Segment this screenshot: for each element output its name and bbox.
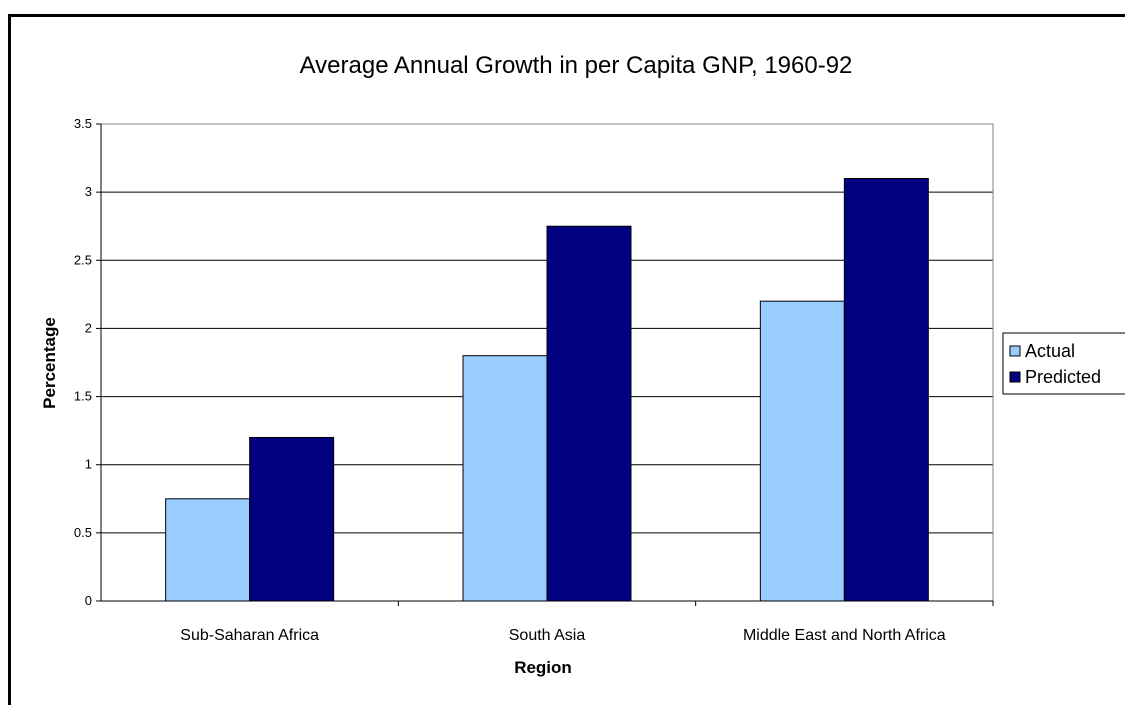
- y-tick-labels: 0 0.5 1 1.5 2 2.5 3 3.5: [74, 116, 101, 608]
- bar-predicted-1: [546, 225, 632, 602]
- y-tick-label: 0: [85, 593, 92, 608]
- legend-box: [1002, 332, 1125, 395]
- legend-swatch-predicted: [1009, 371, 1021, 383]
- bar-actual-2: [759, 300, 845, 602]
- y-tick-label: 2: [85, 320, 92, 335]
- y-axis-title: Percentage: [40, 317, 59, 409]
- y-tick-label: 3: [85, 184, 92, 199]
- chart-title: Average Annual Growth in per Capita GNP,…: [300, 52, 853, 79]
- y-tick-label: 3.5: [74, 116, 92, 131]
- bar-predicted-2: [843, 178, 929, 602]
- legend: Actual Predicted: [1002, 332, 1125, 395]
- bar-predicted-0: [249, 436, 335, 602]
- y-tick-label: 1.5: [74, 389, 92, 404]
- y-tick-label: 2.5: [74, 252, 92, 267]
- bars: [165, 178, 929, 602]
- bar-actual-1: [462, 355, 548, 602]
- y-tick-label: 0.5: [74, 525, 92, 540]
- legend-label-actual: Actual: [1025, 341, 1075, 361]
- x-tick-label: South Asia: [509, 627, 586, 644]
- x-tick-label: Sub-Saharan Africa: [180, 627, 319, 644]
- legend-label-predicted: Predicted: [1025, 367, 1101, 387]
- legend-swatch-actual: [1009, 345, 1021, 357]
- y-tick-label: 1: [85, 457, 92, 472]
- x-tick-labels: Sub-Saharan Africa South Asia Middle East …: [180, 601, 994, 644]
- chart-svg: Average Annual Growth in per Capita GNP,…: [40, 52, 1125, 677]
- x-tick-label: Middle East and North Africa: [743, 627, 946, 644]
- bar-actual-0: [165, 498, 251, 602]
- x-axis-title: Region: [514, 658, 572, 677]
- chart-frame: Average Annual Growth in per Capita GNP,…: [8, 14, 1125, 705]
